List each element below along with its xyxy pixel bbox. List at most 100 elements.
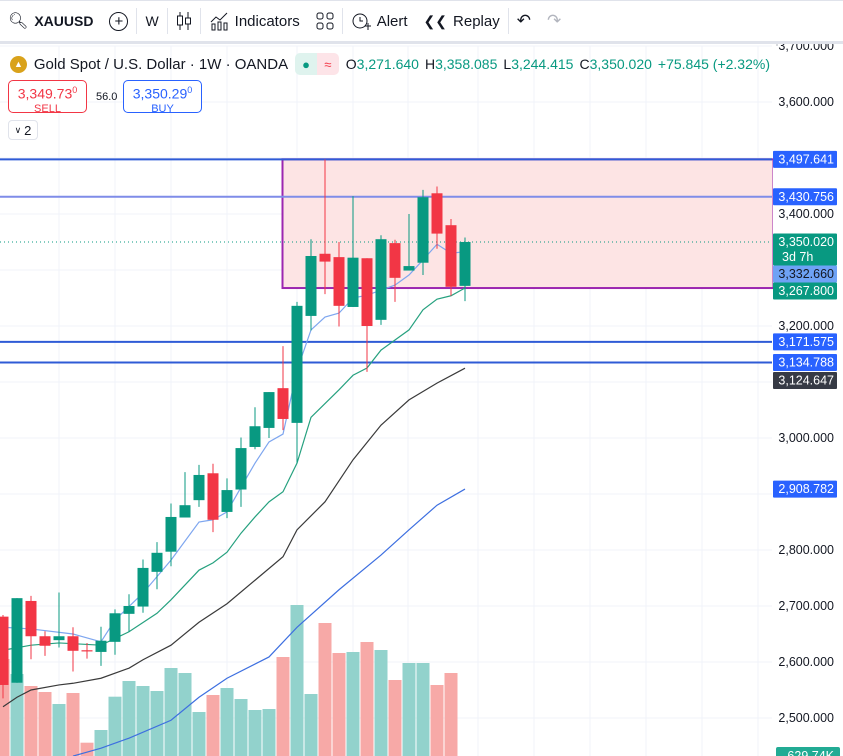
indicators-icon xyxy=(210,12,228,31)
divider xyxy=(166,8,168,34)
candle-body xyxy=(109,613,121,642)
symbol-legend: ▲ Gold Spot / U.S. Dollar · 1W · OANDA ●… xyxy=(10,53,770,75)
candle-body xyxy=(235,448,247,490)
candle xyxy=(221,478,233,519)
candle-body xyxy=(347,257,359,307)
last-price-tag-bg xyxy=(773,233,837,266)
volume-bar xyxy=(346,652,360,756)
chart-type-button[interactable] xyxy=(168,4,200,38)
change-value: +75.845 (+2.32%) xyxy=(657,56,770,72)
candle xyxy=(319,159,331,295)
ma-price-tag-bg xyxy=(773,265,837,283)
hline-price-tag: 3,430.756 xyxy=(778,190,834,204)
moving-average-line xyxy=(2,367,466,708)
candle-body xyxy=(165,516,177,552)
ma-price-tag: 3,267.800 xyxy=(778,284,834,298)
candle xyxy=(193,464,205,507)
candle-body xyxy=(207,473,219,520)
moving-average-line xyxy=(2,243,466,643)
candle-body xyxy=(81,650,93,652)
candle-body xyxy=(151,552,163,572)
candle-body xyxy=(249,426,261,447)
search-icon: 🔍︎ xyxy=(8,13,29,30)
price-tick-label: 3,600.000 xyxy=(778,95,834,109)
candle xyxy=(333,242,345,327)
candle-body xyxy=(291,305,303,423)
symbol-search[interactable]: 🔍︎ XAUUSD xyxy=(0,4,101,38)
hline-price-tag-bg xyxy=(773,354,837,372)
candle xyxy=(347,196,359,307)
sell-button[interactable]: 3,349.730 SELL xyxy=(8,80,87,115)
replay-icon: ❮❮ xyxy=(423,12,448,29)
candle-body xyxy=(319,253,331,262)
volume-bar xyxy=(304,694,318,756)
candle xyxy=(95,626,107,666)
open-value: O3,271.640 xyxy=(345,56,419,72)
market-status-badge[interactable]: ● ≈ xyxy=(295,53,339,75)
volume-bar xyxy=(0,659,10,756)
candle-body xyxy=(459,241,471,286)
volume-bar xyxy=(38,692,52,756)
price-tick-label: 3,200.000 xyxy=(778,319,834,333)
alert-button[interactable]: Alert xyxy=(343,4,416,38)
candle xyxy=(431,186,443,249)
undo-button[interactable]: ↶ xyxy=(509,4,539,38)
symbol-label: XAUUSD xyxy=(34,13,94,29)
close-value: C3,350.020 xyxy=(579,56,652,72)
interval-button[interactable]: W xyxy=(137,4,166,38)
volume-bar xyxy=(402,663,416,756)
volume-bar xyxy=(220,688,234,756)
indicators-collapse-button[interactable]: ∨ 2 xyxy=(8,120,38,140)
candle xyxy=(445,219,457,296)
hline-price-tag-bg xyxy=(773,188,837,206)
candle xyxy=(277,346,289,431)
last-price-tag: 3,350.020 xyxy=(778,235,834,249)
buy-price: 3,350.29 xyxy=(132,85,188,102)
replay-button[interactable]: ❮❮ Replay xyxy=(416,4,508,38)
candle-body xyxy=(375,239,387,320)
redo-button[interactable]: ↷ xyxy=(539,4,569,38)
buy-button[interactable]: 3,350.290 BUY xyxy=(123,80,202,115)
ohlc-values: O3,271.640 H3,358.085 L3,244.415 C3,350.… xyxy=(346,56,770,72)
horizontal-lines[interactable] xyxy=(0,158,772,364)
layouts-button[interactable] xyxy=(308,4,342,38)
volume-bars xyxy=(0,605,458,756)
ma-price-tag-bg xyxy=(773,372,837,390)
ma-price-tag-bg xyxy=(773,480,837,498)
candle xyxy=(67,627,79,672)
divider xyxy=(199,8,201,34)
price-tick-label: 3,000.000 xyxy=(778,431,834,445)
delayed-data-icon: ≈ xyxy=(316,53,339,75)
volume-bar xyxy=(52,704,66,756)
high-value: H3,358.085 xyxy=(424,56,498,72)
volume-bar xyxy=(360,642,374,756)
volume-bar xyxy=(66,693,80,756)
candle xyxy=(179,472,191,518)
indicators-button[interactable]: Indicators xyxy=(201,4,308,38)
candle xyxy=(403,214,415,271)
volume-bar xyxy=(248,710,262,756)
undo-icon: ↶ xyxy=(516,11,531,30)
hline-price-tag: 3,171.575 xyxy=(778,335,834,349)
sell-price-fraction: 0 xyxy=(72,85,78,95)
candle-body xyxy=(431,193,443,234)
candle-body xyxy=(11,598,23,683)
candle-body xyxy=(389,243,401,278)
moving-averages xyxy=(2,243,466,756)
price-axis[interactable]: 3,700.0003,600.0003,400.0003,200.0003,00… xyxy=(773,39,843,756)
candle xyxy=(263,392,275,438)
price-tick-label: 2,500.000 xyxy=(778,711,834,725)
candle xyxy=(375,235,387,325)
volume-bar xyxy=(262,709,276,756)
volume-bar xyxy=(136,686,150,756)
hline-price-tag-bg xyxy=(773,333,837,351)
low-value: L3,244.415 xyxy=(503,56,574,72)
symbol-title[interactable]: Gold Spot / U.S. Dollar · 1W · OANDA xyxy=(33,55,289,73)
candle xyxy=(151,542,163,590)
grid xyxy=(0,44,778,756)
indicator-count: 2 xyxy=(24,122,32,138)
volume-bar xyxy=(290,605,304,756)
compare-button[interactable]: + xyxy=(101,4,136,38)
alarm-clock-icon xyxy=(352,13,371,30)
